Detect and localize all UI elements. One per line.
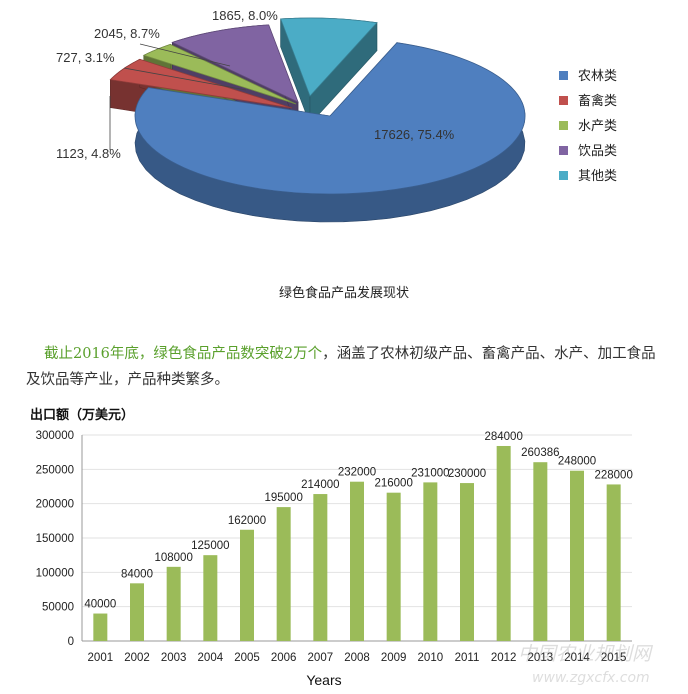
x-tick-label: 2012	[491, 652, 517, 664]
pie-caption: 绿色食品产品发展现状	[278, 286, 409, 301]
x-tick-label: 2007	[308, 652, 334, 664]
pie-slice-3	[171, 24, 299, 103]
x-tick-label: 2010	[418, 652, 444, 664]
bar-value-label: 228000	[594, 469, 632, 481]
x-tick-label: 2014	[564, 652, 590, 664]
bar-2011	[460, 483, 474, 641]
y-tick-label: 200000	[36, 499, 74, 511]
y-tick-label: 50000	[42, 602, 74, 614]
y-tick-label: 250000	[36, 464, 74, 476]
legend-swatch	[559, 71, 568, 80]
bar-2005	[240, 529, 254, 641]
bar-value-label: 216000	[374, 478, 412, 490]
pie-leader-line	[123, 67, 247, 91]
legend-swatch	[559, 96, 568, 105]
x-tick-label: 2004	[198, 652, 224, 664]
pie-slice-0	[134, 42, 526, 195]
svg-text:www.zgxcfx.com: www.zgxcfx.com	[532, 670, 650, 686]
bar-2002	[130, 583, 144, 641]
bar-2008	[350, 481, 364, 641]
pie-slice-1	[109, 58, 293, 109]
pie-data-label: 1123, 4.8%	[56, 146, 121, 161]
y-tick-label: 300000	[36, 430, 74, 442]
bar-value-label: 260386	[521, 447, 559, 459]
bar-2001	[93, 613, 108, 641]
bar-2014	[570, 470, 584, 641]
x-tick-label: 2003	[161, 652, 187, 664]
bar-2010	[423, 482, 438, 641]
legend-label: 水产类	[578, 119, 617, 134]
bar-value-label: 195000	[264, 492, 302, 504]
bar-value-label: 125000	[191, 540, 229, 552]
x-tick-label: 2008	[344, 652, 370, 664]
bar-2006	[276, 507, 291, 641]
pie-chart: 17626, 75.4% 1123, 4.8% 727, 3.1% 2045, 8.7…	[0, 0, 688, 300]
bar-value-label: 284000	[484, 431, 522, 443]
bar-chart-svg: 出口额（万美元） 0 50000 100000 150000 200000 250000 30…	[30, 407, 633, 688]
bar-2003	[166, 566, 181, 641]
x-tick-label: 2002	[124, 652, 150, 664]
legend-label: 畜禽类	[578, 93, 617, 109]
bar-value-label: 40000	[84, 599, 116, 611]
bar-value-label: 230000	[448, 468, 486, 480]
bar-2015	[606, 484, 621, 641]
x-tick-label: 2013	[528, 652, 554, 664]
bar-value-label: 231000	[411, 467, 449, 479]
intro-paragraph: 截止2016年底，绿色食品产品数突破2万个，涵盖了农林初级产品、畜禽产品、水产、…	[26, 341, 666, 393]
bar-value-label: 84000	[121, 568, 153, 580]
legend-swatch	[559, 121, 568, 130]
bar-2007	[313, 494, 328, 641]
x-tick-label: 2011	[455, 652, 480, 664]
x-axis-title: Years	[306, 672, 341, 688]
bar-value-label: 232000	[338, 467, 376, 479]
legend-label: 其他类	[578, 169, 617, 184]
bar-2009	[386, 492, 401, 641]
y-tick-label: 150000	[36, 533, 74, 545]
pie-slice-2	[142, 43, 297, 105]
bar-2013	[533, 462, 548, 641]
legend-swatch	[559, 171, 568, 180]
pie-data-label: 17626, 75.4%	[374, 127, 455, 142]
legend-label: 农林类	[578, 69, 617, 84]
y-axis-title: 出口额（万美元）	[30, 407, 134, 423]
pie-chart-svg: 17626, 75.4% 1123, 4.8% 727, 3.1% 2045, 8.7…	[56, 8, 617, 223]
bar-2012	[496, 445, 511, 641]
x-tick-label: 2009	[381, 652, 407, 664]
pie-data-label: 1865, 8.0%	[212, 8, 278, 23]
legend-swatch	[559, 146, 568, 155]
x-tick-label: 2015	[601, 652, 627, 664]
legend-label: 饮品类	[578, 144, 617, 159]
y-tick-label: 0	[68, 636, 74, 648]
pie-data-label: 727, 3.1%	[56, 50, 115, 65]
bar-2004	[203, 555, 218, 641]
pie-slice-4	[280, 17, 378, 97]
bar-value-label: 248000	[558, 456, 596, 468]
y-tick-label: 100000	[36, 567, 74, 579]
x-tick-label: 2001	[88, 652, 114, 664]
x-tick-label: 2005	[234, 652, 260, 664]
x-tick-label: 2006	[271, 652, 297, 664]
pie-leader-line	[139, 43, 231, 67]
bar-chart: 出口额（万美元） 0 50000 100000 150000 200000 250000 30…	[0, 400, 688, 694]
watermark-logo: 中国农业规划网 www.zgxcfx.com	[518, 643, 654, 686]
bar-value-label: 214000	[301, 479, 339, 491]
bar-value-label: 108000	[154, 552, 192, 564]
svg-text:中国农业规划网: 中国农业规划网	[518, 643, 654, 665]
pie-data-label: 2045, 8.7%	[94, 26, 160, 41]
bar-value-label: 162000	[228, 515, 266, 527]
paragraph-highlight: 截止2016年底，绿色食品产品数突破2万个	[44, 345, 323, 362]
paragraph-rest: ，涵盖了农林初级产品、畜禽产品、水产、加工食品及饮品等产业，产品种类繁多。	[26, 345, 656, 388]
